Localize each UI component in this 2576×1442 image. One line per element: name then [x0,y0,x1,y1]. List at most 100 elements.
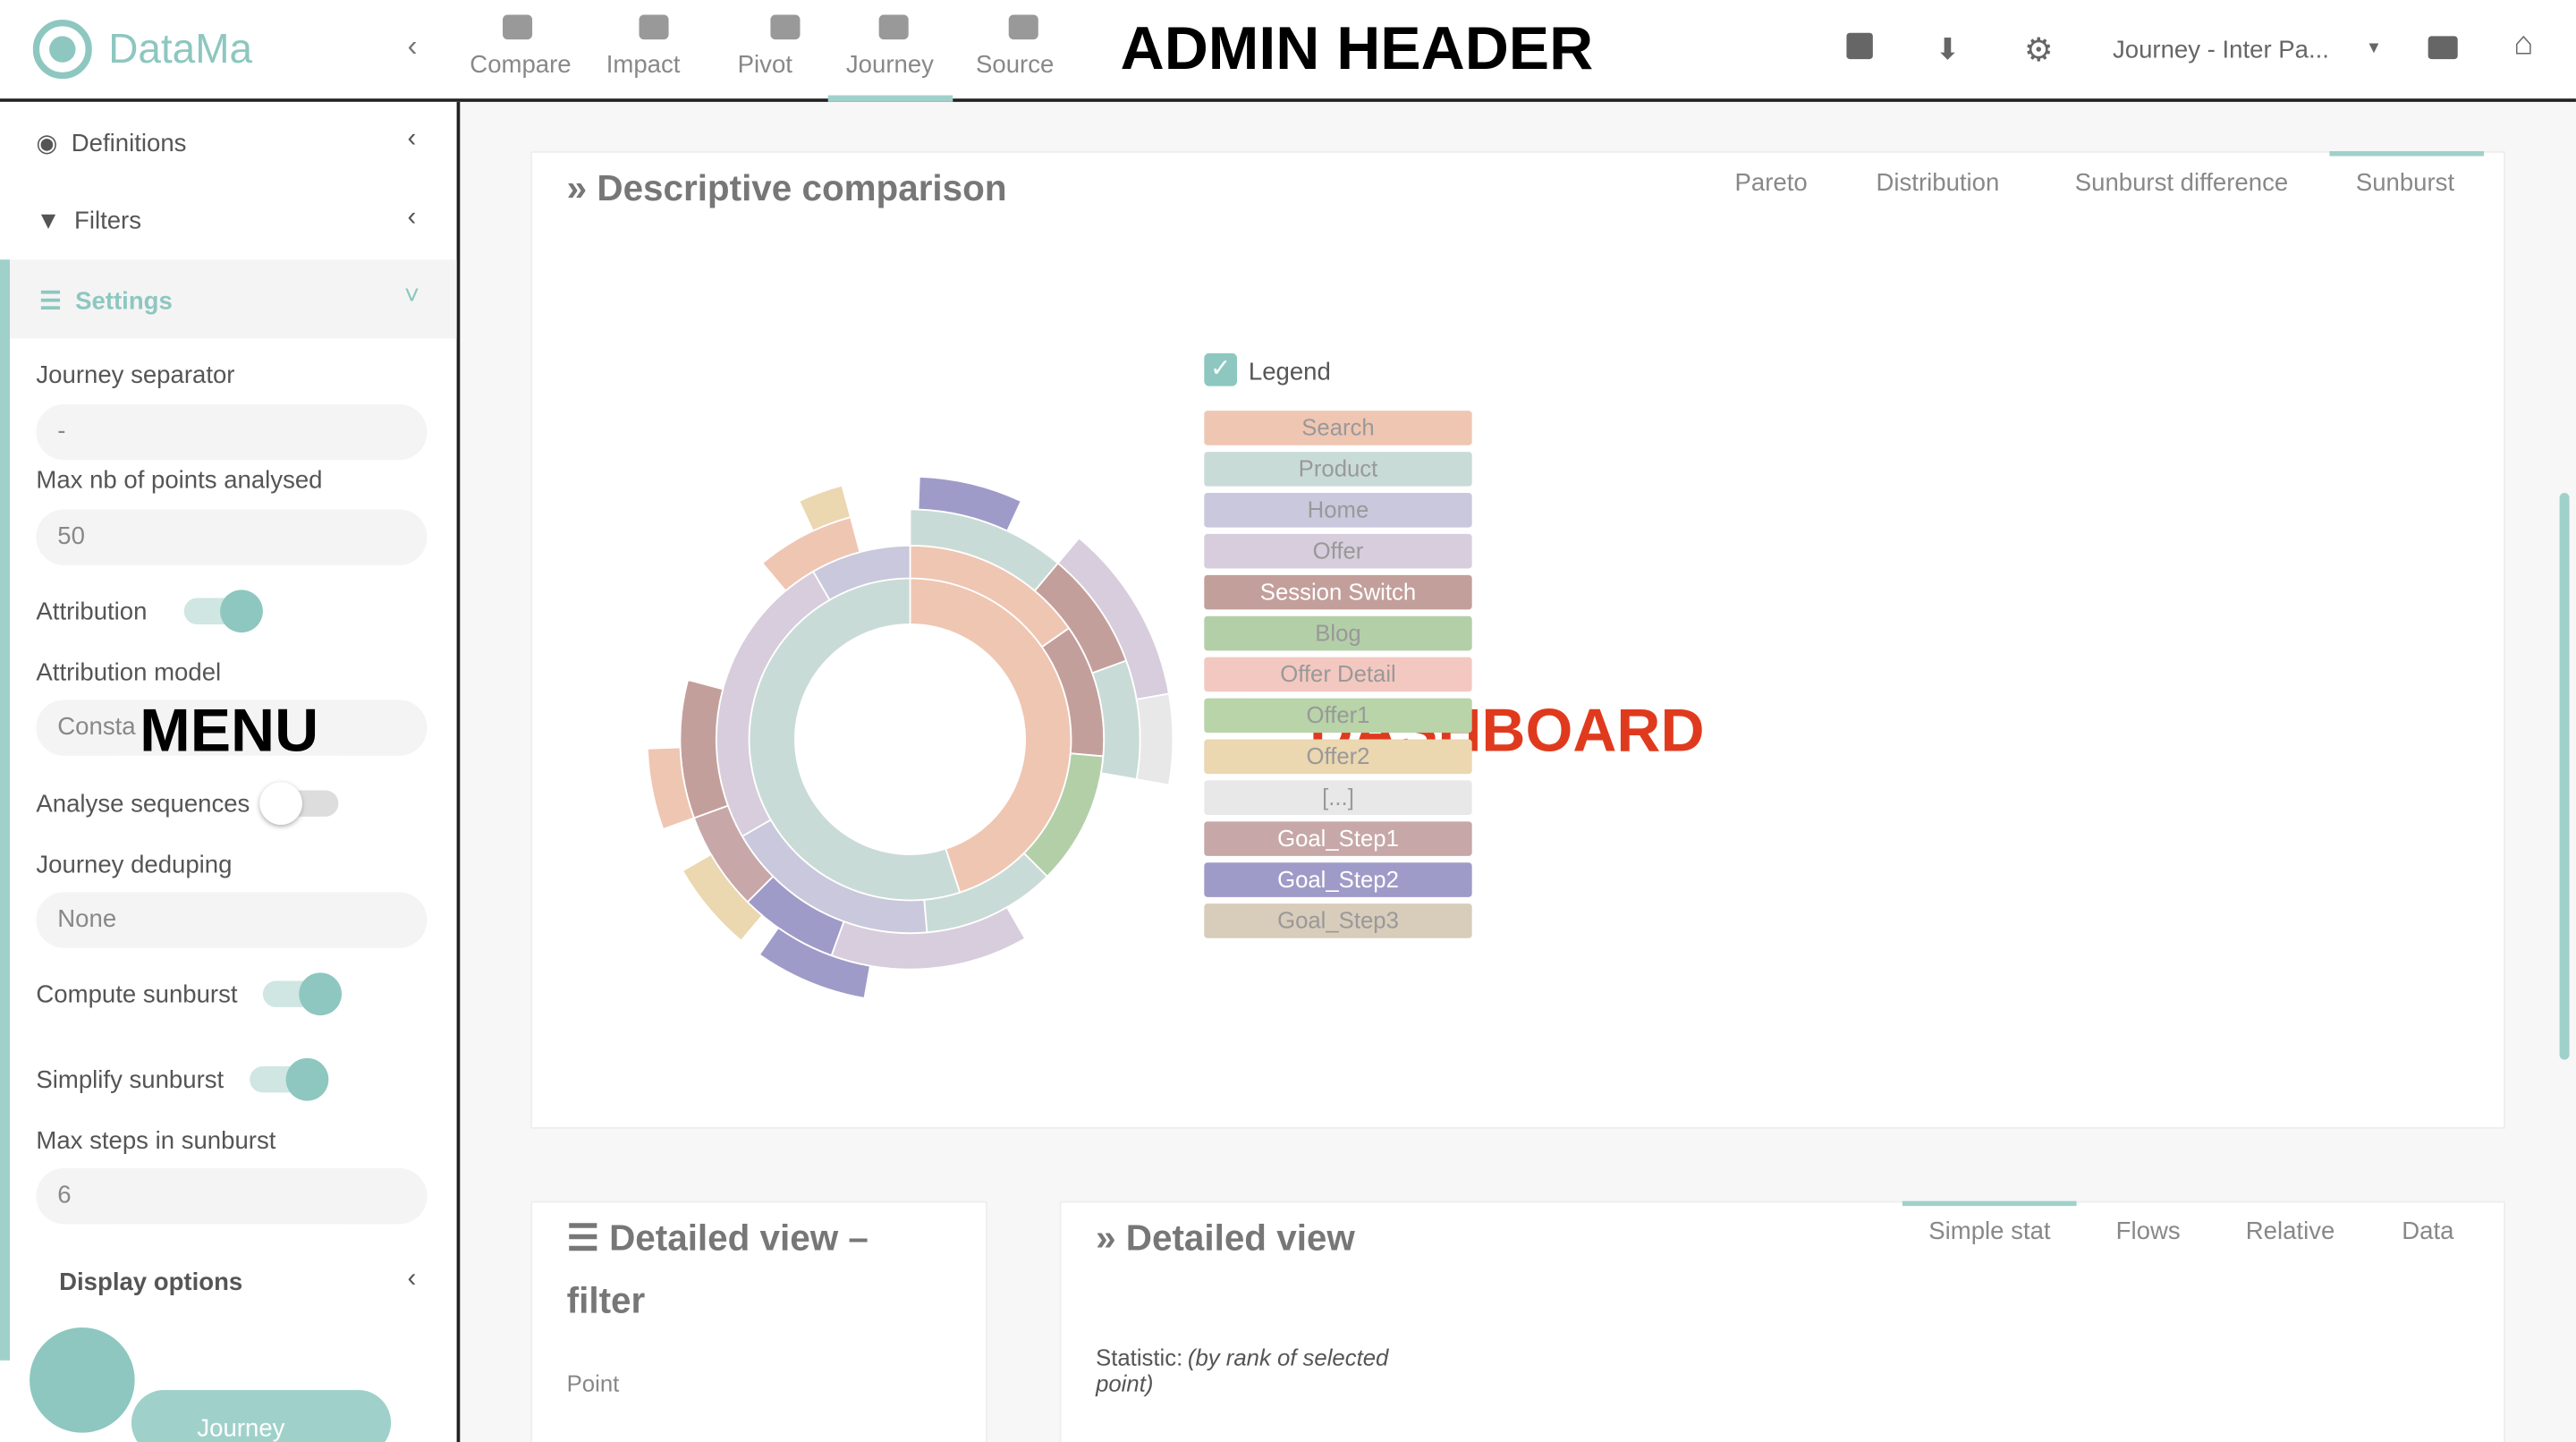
chevron: ‹ [407,124,417,153]
scrollbar[interactable] [2559,493,2570,1060]
field-label: Simplify sunburst [36,1066,225,1095]
nav-item[interactable]: Impact [606,50,681,80]
card [1059,1200,2505,1442]
legend-label: Goal_Step2 [1277,865,1399,893]
section-definitions[interactable]: ◉ Definitions [36,130,187,158]
legend-item[interactable] [1204,533,1472,569]
legend-item[interactable] [1204,821,1472,856]
select[interactable]: Consta [36,700,428,756]
text-input[interactable]: - [36,403,428,461]
header [0,0,2576,102]
card-title: » Detailed view [1096,1217,1355,1259]
select[interactable]: 6 [36,1167,428,1225]
overlay-label: MENU [140,696,319,765]
section-label[interactable]: Display options [59,1268,243,1297]
legend-label: Session Switch [1259,578,1417,605]
section-label: Definitions [71,130,187,158]
tab[interactable]: Sunburst [2355,169,2455,198]
tab[interactable]: Pareto [1734,169,1808,198]
sunburst-segment[interactable] [681,852,764,942]
card-title: filter [566,1279,646,1321]
sunburst-segment[interactable] [760,516,861,592]
legend-label: Offer [1312,537,1364,564]
legend-item[interactable] [1204,411,1472,445]
collapse-arrow[interactable]: ‹ [407,30,418,63]
sunburst-segment[interactable] [646,746,696,831]
toggle[interactable] [259,782,339,826]
home-icon[interactable]: ⌂ [2513,26,2534,63]
sunburst-segment[interactable] [758,926,871,999]
toggle[interactable] [250,1057,329,1101]
legend-label: Home [1307,496,1369,523]
nav-item[interactable]: Journey [845,50,934,80]
select[interactable]: None [36,892,428,948]
toggle[interactable] [183,590,263,633]
save-icon[interactable] [1846,32,1873,60]
legend-item[interactable] [1204,698,1472,734]
overlay-label: ADMIN HEADER [1120,14,1594,82]
sunburst-segment[interactable] [917,475,1022,532]
statistic-note: (by rank of selected point) [1096,1344,1389,1397]
tab-active [2329,150,2485,157]
nav-item[interactable]: Compare [470,50,572,80]
settings-icon[interactable]: ⚙ [2023,32,2054,70]
settings-bg [10,259,457,339]
journey-button[interactable] [131,1389,392,1442]
legend-label: Offer1 [1306,701,1370,728]
chevron: ‹ [407,1265,417,1294]
legend-checkbox[interactable]: ✓ [1204,352,1238,386]
tab[interactable]: Flows [2115,1217,2181,1246]
sunburst [646,475,1174,999]
card-title: » Descriptive comparison [566,167,1007,209]
nav-item[interactable]: Pivot [737,50,792,80]
logo-text: DataMa [108,26,253,72]
dropdown-arrow[interactable]: ▼ [2365,39,2383,58]
tab[interactable]: Sunburst difference [2074,169,2289,198]
nav-icon[interactable] [878,14,909,40]
field-label: Journey separator [36,361,235,390]
section-label: Settings [75,287,173,316]
field-label: Analyse sequences [36,790,250,819]
legend-item[interactable] [1204,657,1472,692]
section-settings[interactable]: ☰ Settings [39,287,173,316]
section-filters[interactable]: ▼ Filters [36,207,142,235]
number-input[interactable]: 50 [36,509,428,565]
download-icon[interactable]: ⬇ [1935,32,1961,66]
legend-label: Product [1298,454,1378,482]
chat-bubble[interactable] [30,1327,135,1433]
field-label: Journey deduping [36,851,233,879]
field-label: Attribution model [36,658,222,687]
legend-item[interactable] [1204,615,1472,651]
nav-icon[interactable] [1008,14,1038,40]
legend-item[interactable] [1204,739,1472,775]
statistic-label: Statistic: [1096,1344,1183,1370]
nav-icon[interactable] [503,14,533,40]
legend-item[interactable] [1204,780,1472,816]
legend-item[interactable] [1204,862,1472,897]
legend-label: Search [1301,413,1375,441]
sidebar-accent [0,259,11,1361]
legend-label: [...] [1322,784,1354,810]
legend-label: Goal_Step3 [1277,906,1399,934]
chevron: ‹ [407,203,417,232]
legend-item[interactable] [1204,493,1472,528]
legend-label: Offer Detail [1280,660,1396,687]
chevron: ˅ [403,282,419,311]
sunburst-segment[interactable] [1135,692,1174,786]
nav-item[interactable]: Source [975,50,1055,80]
project-select[interactable]: Journey - Inter Pa... [2112,36,2329,64]
tab[interactable]: Relative [2245,1217,2335,1246]
tab[interactable]: Distribution [1876,169,2000,198]
toggle[interactable] [262,972,343,1016]
tab[interactable]: Data [2402,1217,2454,1246]
tab[interactable]: Simple stat [1928,1217,2051,1246]
folder-icon[interactable] [2428,36,2458,60]
section-label: Filters [73,207,142,235]
nav-icon[interactable] [639,14,669,40]
legend-item[interactable] [1204,574,1472,610]
sunburst-segment[interactable] [798,484,852,532]
legend-item[interactable] [1204,903,1472,938]
nav-icon[interactable] [770,14,801,40]
legend-item[interactable] [1204,452,1472,487]
